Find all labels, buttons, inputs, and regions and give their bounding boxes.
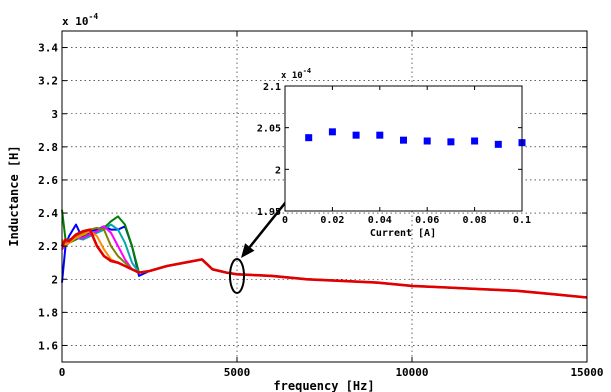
- inset-data-point: [423, 137, 431, 145]
- inset-y-tick-label: 2: [275, 165, 281, 176]
- main-y-axis-label: Inductance [H]: [7, 145, 21, 246]
- inset-x-tick-label: 0.02: [320, 215, 344, 226]
- inset-x-tick-label: 0.1: [513, 215, 531, 226]
- inset-x-axis-label: Current [A]: [370, 228, 436, 239]
- y-tick-label: 2.2: [38, 240, 58, 253]
- inset-y-tick-label: 1.95: [257, 207, 281, 218]
- inset-data-point: [447, 138, 455, 146]
- inset-x-tick-label: 0.06: [415, 215, 439, 226]
- x-tick-label: 10000: [395, 366, 428, 379]
- inset-plot-area: [285, 86, 522, 211]
- y-tick-label: 3.2: [38, 75, 58, 88]
- inset-x-tick-label: 0.08: [463, 215, 487, 226]
- inset-x-tick-label: 0: [282, 215, 288, 226]
- x-tick-label: 0: [59, 366, 66, 379]
- inset-data-point: [471, 137, 479, 145]
- inset-data-point: [376, 131, 384, 139]
- inset-points-group: [305, 128, 526, 148]
- x-tick-label: 5000: [224, 366, 251, 379]
- series-line-7: [60, 228, 588, 299]
- y-tick-label: 1.8: [38, 306, 58, 319]
- y-tick-label: 3.4: [38, 42, 58, 55]
- inset-data-point: [305, 134, 313, 142]
- y-tick-label: 2: [51, 273, 58, 286]
- y-tick-label: 2.4: [38, 207, 58, 220]
- inset-plot-frame: [284, 85, 523, 212]
- inset-data-point: [352, 131, 360, 139]
- x-tick-label: 15000: [570, 366, 603, 379]
- y-tick-label: 2.8: [38, 141, 58, 154]
- inset-ticks: 0 0.02 0.04 0.06 0.08 0.1 1.95 2 2.05 2.1: [257, 82, 531, 226]
- highlight-ellipse: [229, 257, 245, 294]
- main-series-group: [60, 209, 588, 299]
- inset-exponent-label: x 10-4: [281, 67, 311, 81]
- main-ticks: 0 5000 10000 15000 1.6 1.8 2 2.2 2.4 2.6 2.8 3 3.2 3.…: [38, 31, 604, 379]
- inset-y-tick-label: 2.1: [263, 82, 281, 93]
- inset-data-point: [400, 136, 407, 144]
- inset-y-tick-label: 2.05: [257, 124, 281, 135]
- main-x-axis-label: frequency [Hz]: [273, 379, 374, 392]
- y-tick-label: 1.6: [38, 339, 58, 352]
- inset-x-tick-label: 0.04: [368, 215, 392, 226]
- y-tick-label: 2.6: [38, 174, 58, 187]
- inset-data-point: [328, 128, 336, 136]
- main-plot-frame: [61, 30, 588, 363]
- main-exponent-label: x 10-4: [62, 12, 98, 28]
- y-tick-label: 3: [51, 108, 58, 121]
- inset-data-point: [494, 140, 502, 148]
- annotation-arrow-head: [241, 243, 255, 258]
